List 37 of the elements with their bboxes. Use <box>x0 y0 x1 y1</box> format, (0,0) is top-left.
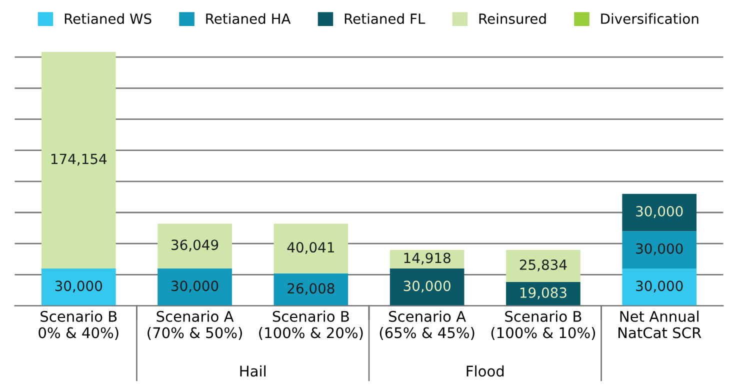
data-label: 174,154 <box>51 154 107 166</box>
bar <box>274 224 348 274</box>
legend-label: Retianed HA <box>206 13 291 24</box>
bar <box>41 52 116 268</box>
bar <box>158 224 232 268</box>
bar <box>158 268 232 306</box>
data-label: 36,049 <box>172 240 218 252</box>
data-label: 25,834 <box>520 259 567 272</box>
bar <box>41 268 116 306</box>
bar <box>506 250 580 282</box>
data-label: 30,000 <box>55 280 102 293</box>
x-tick-label: Scenario A (70% & 50%) <box>148 310 242 340</box>
data-label: 26,008 <box>288 283 334 296</box>
x-tick-label: Scenario A (65% & 45%) <box>380 310 474 340</box>
data-label: 30,000 <box>636 280 683 293</box>
data-label: 14,918 <box>404 252 450 265</box>
text: Flood <box>466 365 504 377</box>
legend-label: Retianed FL <box>344 13 426 24</box>
legend-label: Retianed WS <box>64 13 152 24</box>
data-label: 40,041 <box>287 242 334 254</box>
data-label: 30,000 <box>404 280 450 293</box>
x-tick-label: Net Annual NatCat SCR <box>618 310 702 338</box>
text: Hail <box>240 365 266 377</box>
data-label: 30,000 <box>172 280 218 293</box>
data-label: 30,000 <box>636 243 683 256</box>
legend-label: Diversification <box>601 13 698 24</box>
bar <box>622 268 697 306</box>
x-tick-label: Scenario B (100% & 20%) <box>259 310 363 340</box>
x-tick-label: Scenario B (100% & 10%) <box>491 310 596 340</box>
data-label: 30,000 <box>636 206 683 218</box>
bar <box>390 268 464 306</box>
bar <box>274 273 348 306</box>
bar <box>622 194 697 232</box>
data-label: 19,083 <box>520 287 566 300</box>
legend-label: Reinsured <box>479 13 546 24</box>
bar <box>622 231 697 268</box>
x-tick-label: Scenario B 0% & 40%) <box>38 310 118 340</box>
